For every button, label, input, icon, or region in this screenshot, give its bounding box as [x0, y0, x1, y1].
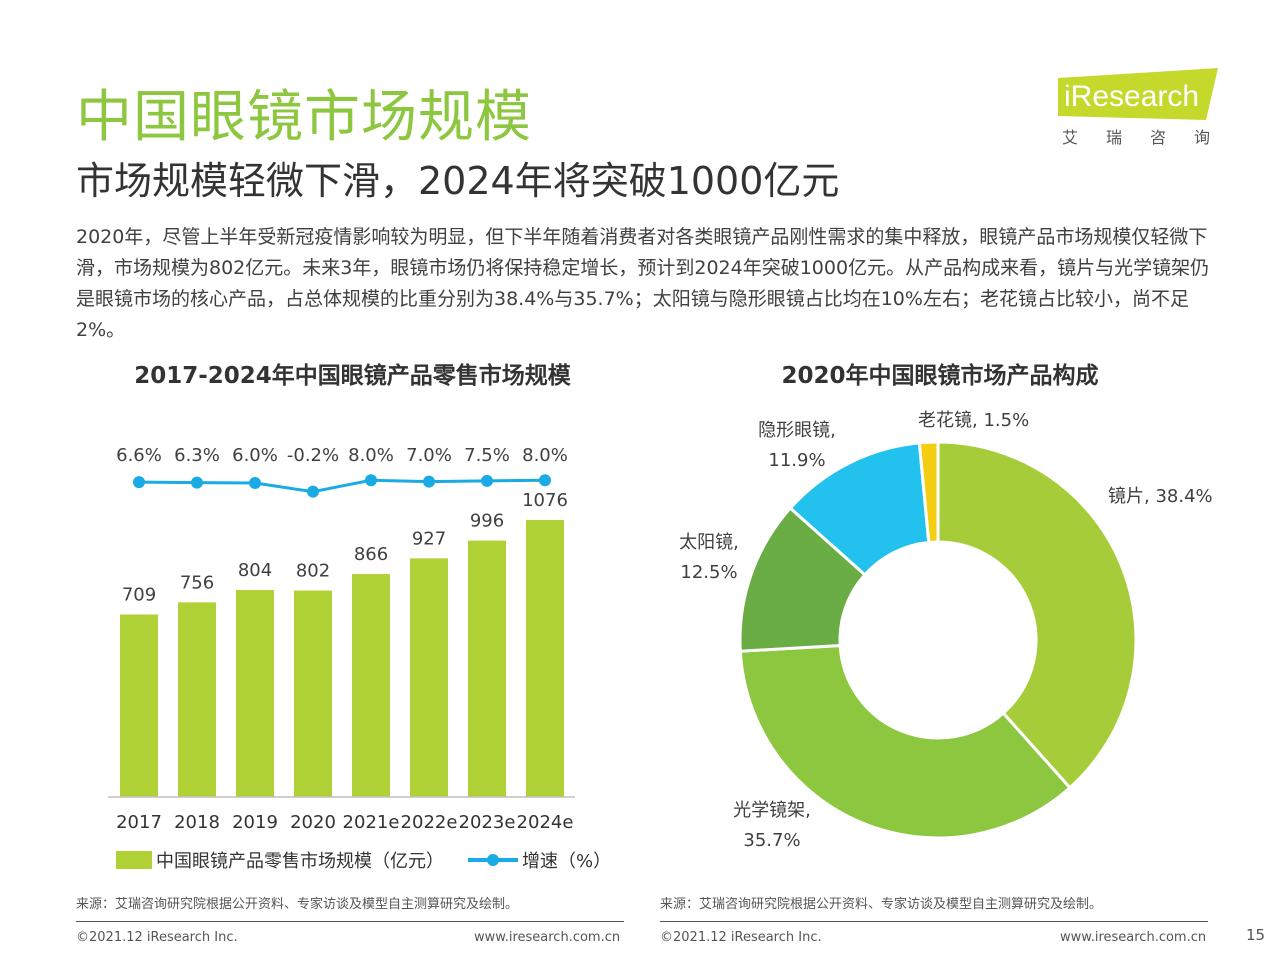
x-tick-2021e: 2021e — [343, 812, 400, 833]
x-tick-2018: 2018 — [174, 812, 220, 833]
bar-chart-title: 2017-2024年中国眼镜产品零售市场规模 — [134, 363, 571, 389]
body-paragraph: 2020年，尽管上半年受新冠疫情影响较为明显，但下半年随着消费者对各类眼镜产品刚… — [76, 226, 1210, 341]
donut-label-太阳镜-value: 12.5% — [680, 562, 737, 583]
bar-line-chart: 709 756 804 802 866 927 996 1076 6.6% 6.3% 6.0% -0… — [108, 445, 600, 872]
x-tick-2019: 2019 — [232, 812, 278, 833]
logo-chinese-name: 艾瑞咨询 — [1062, 128, 1239, 147]
growth-point-2020 — [307, 485, 319, 498]
bar-2018 — [178, 602, 216, 797]
footer-divider-left — [76, 921, 624, 922]
source-note-left: 来源：艾瑞咨询研究院根据公开资料、专家访谈及模型自主测算研究及绘制。 — [76, 897, 519, 912]
growth-label-2023e: 7.5% — [464, 445, 510, 466]
legend-line-marker — [487, 854, 499, 866]
website-link-right[interactable]: www.iresearch.com.cn — [1060, 930, 1207, 945]
x-tick-2024e: 2024e — [517, 812, 574, 833]
growth-point-2021e — [365, 474, 377, 487]
logo-graphic: iResearch — [1058, 68, 1218, 120]
growth-point-2022e — [423, 475, 435, 488]
bar-2024e — [526, 520, 564, 797]
logo-shape-icon — [1058, 68, 1218, 120]
donut-slice-镜片 — [936, 440, 1138, 790]
growth-label-2021e: 8.0% — [348, 445, 394, 466]
growth-label-2020: -0.2% — [287, 445, 339, 466]
page-number: 15 — [1246, 926, 1266, 944]
donut-slice-老花镜 — [917, 440, 940, 545]
donut-label-隐形眼镜-value: 11.9% — [768, 450, 825, 471]
copyright-left: ©2021.12 iResearch Inc. — [76, 930, 238, 945]
donut-label-太阳镜: 太阳镜, — [679, 532, 739, 553]
donut-label-隐形眼镜: 隐形眼镜, — [758, 420, 836, 441]
footer-divider-right — [660, 921, 1208, 922]
copyright-right: ©2021.12 iResearch Inc. — [660, 930, 822, 945]
bar-value-label-2022e: 927 — [412, 528, 446, 549]
source-note-right: 来源：艾瑞咨询研究院根据公开资料、专家访谈及模型自主测算研究及绘制。 — [660, 897, 1103, 912]
donut-label-老花镜: 老花镜, 1.5% — [918, 410, 1029, 431]
bar-value-label-2018: 756 — [180, 572, 214, 593]
bar-2017 — [120, 614, 158, 797]
growth-label-2018: 6.3% — [174, 445, 220, 466]
donut-label-镜片: 镜片, 38.4% — [1108, 486, 1213, 507]
bar-2021e — [352, 574, 390, 797]
donut-labels: 镜片, 38.4% 光学镜架, 35.7% 太阳镜, 12.5% 隐形眼镜, 11.9% 老花… — [679, 410, 1212, 851]
growth-line — [138, 478, 546, 494]
legend-bar-label: 中国眼镜产品零售市场规模（亿元） — [156, 851, 444, 872]
donut-label-光学镜架-value: 35.7% — [743, 830, 800, 851]
x-tick-2020: 2020 — [290, 812, 336, 833]
logo-text: iResearch — [1064, 80, 1199, 113]
growth-point-2023e — [481, 474, 493, 487]
growth-label-2019: 6.0% — [232, 445, 278, 466]
x-tick-labels: 2017 2018 2019 2020 2021e 2022e 2023e 2024e — [116, 812, 573, 833]
bar-2022e — [410, 558, 448, 797]
bar-2019 — [236, 590, 274, 797]
bar-value-label-2017: 709 — [122, 584, 156, 605]
donut-label-光学镜架: 光学镜架, — [733, 800, 811, 821]
growth-line-layer: 6.6% 6.3% 6.0% -0.2% 8.0% 7.0% 7.5% 8.0% — [116, 445, 568, 498]
bars-layer: 709 756 804 802 866 927 996 1076 — [120, 490, 568, 797]
donut-chart: 镜片, 38.4% 光学镜架, 35.7% 太阳镜, 12.5% 隐形眼镜, 11.9% 老花… — [679, 410, 1212, 851]
website-link-left[interactable]: www.iresearch.com.cn — [474, 930, 621, 945]
growth-label-2024e: 8.0% — [522, 445, 568, 466]
growth-point-2019 — [249, 477, 261, 489]
legend-bar-swatch — [116, 851, 152, 869]
bar-2020 — [294, 590, 332, 797]
bar-value-label-2024e: 1076 — [522, 490, 568, 511]
iresearch-logo: iResearch — [1058, 68, 1218, 120]
growth-label-2022e: 7.0% — [406, 445, 452, 466]
donut-slice-光学镜架 — [738, 643, 1072, 840]
pie-chart-title: 2020年中国眼镜市场产品构成 — [781, 363, 1099, 389]
bar-value-label-2019: 804 — [238, 560, 272, 581]
growth-point-2024e — [539, 474, 551, 487]
page-title: 中国眼镜市场规模 — [76, 85, 532, 150]
bar-value-label-2020: 802 — [296, 561, 330, 582]
page-subtitle: 市场规模轻微下滑，2024年将突破1000亿元 — [76, 159, 840, 203]
bar-value-label-2021e: 866 — [354, 544, 388, 565]
legend-line-label: 增速（%） — [522, 851, 600, 872]
donut-slices — [738, 440, 1138, 840]
x-tick-2023e: 2023e — [459, 812, 516, 833]
growth-point-2017 — [133, 476, 145, 489]
growth-label-2017: 6.6% — [116, 445, 162, 466]
x-tick-2022e: 2022e — [401, 812, 458, 833]
bar-value-label-2023e: 996 — [470, 511, 504, 532]
growth-point-2018 — [191, 476, 203, 489]
x-tick-2017: 2017 — [116, 812, 162, 833]
bar-2023e — [468, 540, 506, 797]
